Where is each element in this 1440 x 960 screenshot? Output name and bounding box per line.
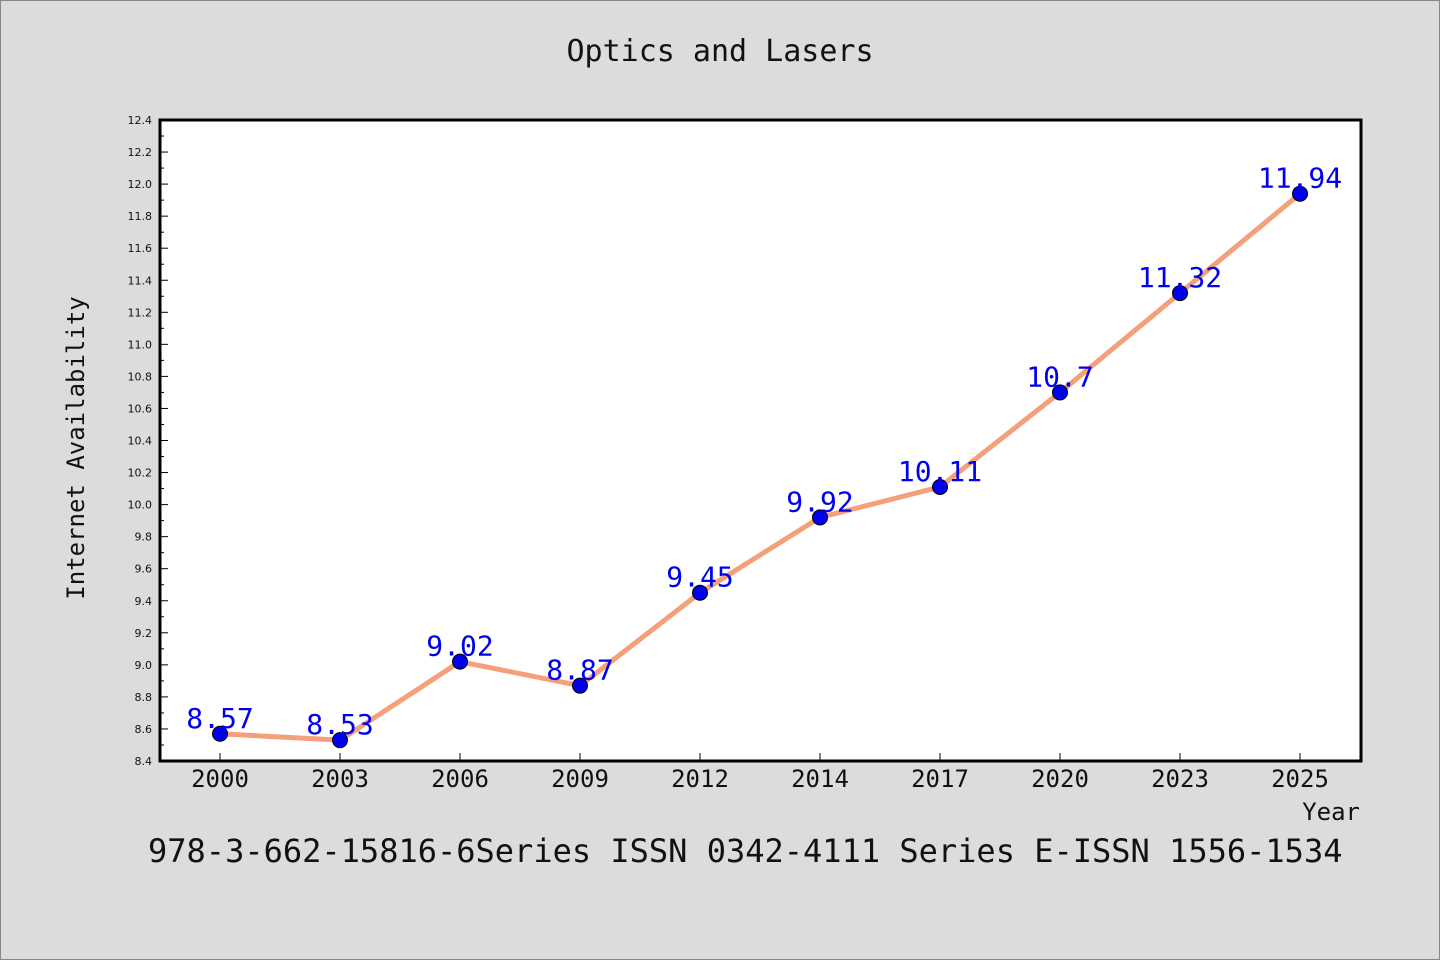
- data-point: [1052, 384, 1068, 401]
- x-tick-label: 2020: [1031, 765, 1089, 793]
- data-point: [932, 478, 948, 495]
- data-point: [1172, 285, 1188, 302]
- data-label: 11.32: [1138, 261, 1222, 294]
- series-line: [217, 191, 1303, 743]
- y-axis-label: Internet Availability: [62, 296, 90, 599]
- data-point: [332, 732, 348, 749]
- data-label: 11.94: [1258, 162, 1342, 195]
- y-tick-label: 11.6: [128, 242, 153, 255]
- x-tick-label: 2025: [1271, 765, 1329, 793]
- data-point: [1292, 185, 1308, 202]
- data-point: [812, 509, 828, 526]
- data-label: 8.53: [306, 708, 373, 741]
- data-point: [452, 653, 468, 670]
- x-tick-label: 2003: [311, 765, 369, 793]
- y-tick-label: 9.4: [135, 595, 153, 608]
- y-tick-label: 9.8: [135, 531, 153, 544]
- y-tick-label: 8.4: [135, 755, 153, 768]
- data-label: 9.45: [666, 561, 733, 594]
- footer-text: 978-3-662-15816-6Series ISSN 0342-4111 S…: [148, 832, 1343, 870]
- x-tick-label: 2012: [671, 765, 729, 793]
- x-tick-label: 2017: [911, 765, 969, 793]
- x-axis-label: Year: [1302, 798, 1360, 826]
- x-tick-label: 2006: [431, 765, 489, 793]
- y-tick-label: 11.2: [128, 306, 153, 319]
- plot-area: [158, 118, 1363, 763]
- y-tick-label: 12.0: [128, 178, 153, 191]
- y-tick-label: 10.8: [128, 370, 153, 383]
- y-tick-label: 10.6: [128, 402, 153, 415]
- chart-title: Optics and Lasers: [566, 34, 874, 69]
- y-tick-label: 10.2: [128, 467, 153, 480]
- y-tick-label: 9.6: [135, 563, 153, 576]
- y-tick-label: 8.8: [135, 691, 153, 704]
- x-tick-label: 2000: [191, 765, 249, 793]
- data-label: 8.87: [546, 654, 613, 687]
- y-tick-label: 11.8: [128, 210, 153, 223]
- x-tick-label: 2023: [1151, 765, 1209, 793]
- x-tick-label: 2009: [551, 765, 609, 793]
- data-label: 9.92: [786, 485, 853, 518]
- data-point: [212, 725, 228, 742]
- y-tick-label: 11.4: [128, 274, 153, 287]
- data-label: 10.11: [898, 455, 982, 488]
- data-label: 8.57: [186, 702, 253, 735]
- data-point: [572, 677, 588, 694]
- y-tick-label: 9.2: [135, 627, 153, 640]
- y-tick-label: 10.4: [128, 435, 153, 448]
- data-point: [692, 584, 708, 601]
- x-tick-label: 2014: [791, 765, 849, 793]
- data-label: 10.7: [1026, 360, 1093, 393]
- y-tick-label: 12.2: [128, 146, 153, 159]
- y-tick-label: 10.0: [128, 499, 153, 512]
- data-label: 9.02: [426, 630, 493, 663]
- y-tick-label: 9.0: [135, 659, 153, 672]
- y-tick-label: 8.6: [135, 723, 153, 736]
- y-tick-label: 12.4: [128, 114, 153, 127]
- y-tick-label: 11.0: [128, 338, 153, 351]
